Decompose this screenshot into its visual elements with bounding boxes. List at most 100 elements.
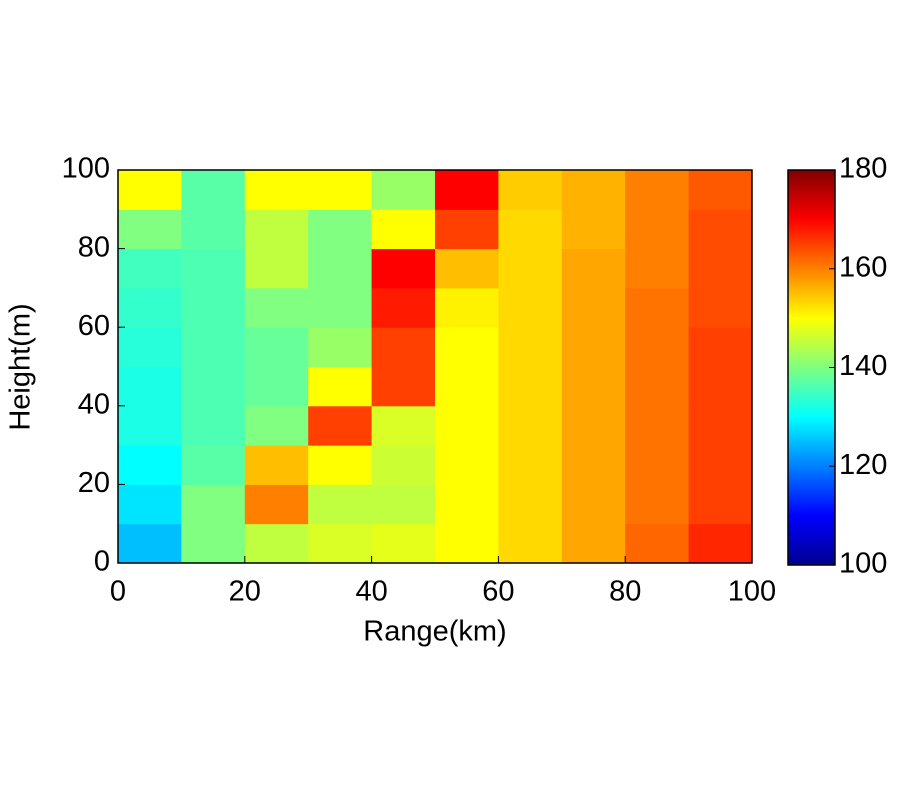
y-tick-label: 40 [78,388,110,420]
heatmap-cell [181,523,246,564]
heatmap-cell [498,366,563,407]
heatmap-cell [118,287,182,328]
heatmap-cell [244,366,309,407]
heatmap-cell [118,445,182,485]
heatmap-cell [371,366,436,407]
heatmap-cell [688,405,753,446]
heatmap-cell [435,366,499,407]
heatmap-cell [435,327,499,367]
heatmap-cell [308,287,373,328]
heatmap-cell [625,445,690,485]
heatmap-cell [371,209,436,250]
heatmap-cell [625,170,690,210]
heatmap-cell [244,523,309,564]
heatmap-cell [244,445,309,485]
heatmap-cell [688,445,753,485]
heatmap-cell [435,445,499,485]
heatmap-cell [688,209,753,250]
heatmap-cell [244,405,309,446]
heatmap-cell [181,248,246,289]
heatmap-cell [561,405,626,446]
y-tick-label: 60 [78,310,110,342]
heatmap-cell [181,327,246,367]
heatmap-cell [435,209,499,250]
x-tick-label: 60 [482,576,514,608]
heatmap-cell [561,366,626,407]
heatmap-cell [435,405,499,446]
heatmap-cell [181,170,246,210]
heatmap-cell [118,248,182,289]
heatmap-cell [118,170,182,210]
heatmap-cells [118,170,753,564]
heatmap-cell [371,484,436,525]
heatmap-cell [625,287,690,328]
heatmap-cell [308,209,373,250]
heatmap-cell [625,248,690,289]
heatmap-cell [244,327,309,367]
heatmap-cell [244,209,309,250]
heatmap-cell [308,445,373,485]
heatmap-cell [118,209,182,250]
heatmap-cell [118,484,182,525]
heatmap-cell [688,484,753,525]
x-axis-label: Range(km) [363,616,506,648]
heatmap-cell [371,248,436,289]
heatmap-cell [371,170,436,210]
heatmap-cell [625,209,690,250]
heatmap-cell [308,366,373,407]
heatmap-cell [435,484,499,525]
heatmap-cell [625,327,690,367]
heatmap-cell [498,209,563,250]
heatmap-cell [181,445,246,485]
x-tick-label: 80 [609,576,641,608]
heatmap-cell [181,209,246,250]
heatmap-cell [625,523,690,564]
y-tick-label: 80 [78,231,110,263]
colorbar [787,169,836,566]
heatmap-cell [561,170,626,210]
heatmap-cell [435,248,499,289]
heatmap-cell [435,170,499,210]
heatmap-cell [688,170,753,210]
heatmap-cell [498,327,563,367]
heatmap-cell [688,248,753,289]
colorbar-tick-label: 140 [839,350,887,382]
heatmap-cell [181,405,246,446]
heatmap-cell [498,170,563,210]
colorbar-tick-label: 120 [839,449,887,481]
heatmap-cell [435,523,499,564]
heatmap-cell [118,327,182,367]
x-tick-label: 20 [229,576,261,608]
heatmap-cell [498,484,563,525]
heatmap-cell [688,523,753,564]
x-tick-label: 40 [355,576,387,608]
heatmap-cell [561,248,626,289]
heatmap-cell [688,366,753,407]
heatmap-cell [498,445,563,485]
colorbar-tick-label: 180 [839,153,887,185]
heatmap-cell [371,287,436,328]
heatmap-cell [498,287,563,328]
heatmap-cell [181,366,246,407]
heatmap-cell [371,445,436,485]
heatmap-cell [118,523,182,564]
heatmap-cell [308,248,373,289]
heatmap-cell [308,523,373,564]
heatmap-cell [371,523,436,564]
heatmap-cell [118,405,182,446]
heatmap-cell [244,170,309,210]
y-axis-label: Height(m) [5,303,37,430]
colorbar-tick-label: 100 [839,548,887,580]
heatmap-cell [498,523,563,564]
heatmap-cell [181,287,246,328]
heatmap-cell [688,327,753,367]
heatmap-cell [435,287,499,328]
heatmap-cell [561,523,626,564]
plot-frame [117,169,753,564]
heatmap-cell [118,366,182,407]
x-tick-label: 100 [728,576,776,608]
heatmap-cell [561,209,626,250]
x-tick-label: 0 [110,576,126,608]
heatmap-cell [625,366,690,407]
